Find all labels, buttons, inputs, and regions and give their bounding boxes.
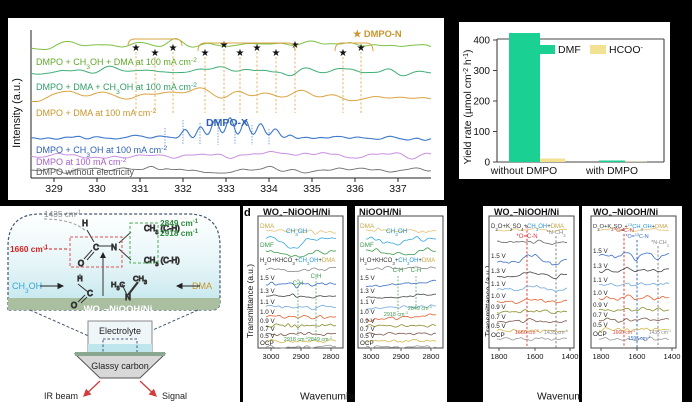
svg-text:1400: 1400	[562, 352, 579, 361]
svg-text:HCOO-: HCOO-	[609, 44, 644, 56]
svg-text:0.5 V: 0.5 V	[593, 322, 609, 329]
svg-text:1.5 V: 1.5 V	[360, 275, 376, 282]
svg-text:0.5 V: 0.5 V	[491, 323, 507, 330]
svg-text:1.0 V: 1.0 V	[260, 309, 276, 316]
svg-text:0.9 V: 0.9 V	[593, 302, 609, 309]
svg-text:331: 331	[131, 183, 149, 195]
svg-text:1.5 V: 1.5 V	[593, 248, 609, 255]
svg-text:0.7 V: 0.7 V	[260, 326, 276, 333]
svg-text:300: 300	[473, 66, 490, 77]
svg-text:OCP: OCP	[260, 340, 274, 347]
svg-text:1600: 1600	[629, 352, 646, 361]
svg-text:0.9 V: 0.9 V	[360, 318, 376, 325]
svg-text:OCP: OCP	[360, 340, 374, 347]
svg-text:100: 100	[473, 127, 490, 138]
svg-text:1800: 1800	[593, 352, 610, 361]
svg-text:C-H: C-H	[411, 268, 422, 274]
svg-text:329: 329	[45, 183, 63, 195]
svg-text:DMA: DMA	[360, 223, 375, 230]
svg-text:0: 0	[484, 158, 490, 169]
svg-text:0.9 V: 0.9 V	[491, 304, 507, 311]
svg-text:DMF: DMF	[360, 242, 374, 249]
svg-text:1.5 V: 1.5 V	[491, 253, 507, 260]
svg-text:332: 332	[174, 183, 192, 195]
svg-text:DMA: DMA	[260, 223, 275, 230]
svg-text:3000: 3000	[363, 352, 380, 361]
svg-text:without DMPO: without DMPO	[490, 166, 557, 177]
svg-text:DMF: DMF	[260, 242, 274, 249]
svg-text:330: 330	[88, 183, 106, 195]
svg-text:DMF: DMF	[558, 44, 581, 56]
svg-text:Electrolyte: Electrolyte	[99, 326, 141, 336]
svg-text:2800: 2800	[423, 352, 440, 361]
svg-text:1.3 V: 1.3 V	[260, 288, 276, 295]
svg-text:C: C	[93, 243, 99, 252]
svg-text:★ DMPO-N: ★ DMPO-N	[352, 29, 402, 39]
svg-text:1595 cm-1: 1595 cm-1	[628, 335, 650, 342]
svg-text:OCP: OCP	[491, 332, 505, 339]
svg-text:200: 200	[473, 97, 490, 108]
svg-text:DMPO without electricity: DMPO without electricity	[36, 167, 135, 177]
svg-text:1.1 V: 1.1 V	[491, 281, 507, 288]
svg-text:Intensity (a.u.): Intensity (a.u.)	[11, 78, 23, 148]
svg-text:334: 334	[260, 183, 278, 195]
svg-text:DMPO + DMA at 100 mA cm-2: DMPO + DMA at 100 mA cm-2	[36, 108, 157, 119]
svg-text:333: 333	[217, 183, 235, 195]
svg-text:WO2–NiOOH/Ni: WO2–NiOOH/Ni	[84, 304, 153, 318]
svg-text:1.5 V: 1.5 V	[260, 275, 276, 282]
svg-text:C-H: C-H	[393, 268, 404, 274]
svg-text:Glassy carbon: Glassy carbon	[91, 361, 149, 371]
svg-text:Transmittance (a.u.): Transmittance (a.u.)	[245, 264, 255, 338]
svg-text:337: 337	[389, 183, 407, 195]
svg-text:0.7 V: 0.7 V	[593, 312, 609, 319]
svg-text:3000: 3000	[263, 352, 280, 361]
svg-text:1600: 1600	[527, 352, 544, 361]
svg-text:IR beam: IR beam	[44, 391, 78, 401]
svg-text:2800: 2800	[323, 352, 340, 361]
svg-text:Signal: Signal	[162, 391, 187, 401]
svg-text:N: N	[111, 243, 117, 252]
svg-text:H: H	[82, 219, 88, 228]
svg-text:1.0 V: 1.0 V	[360, 309, 376, 316]
svg-text:O: O	[71, 301, 77, 310]
svg-text:1.3 V: 1.3 V	[491, 268, 507, 275]
svg-text:*O=C-N: *O=C-N	[516, 234, 537, 240]
svg-text:1.0 V: 1.0 V	[593, 290, 609, 297]
svg-text:335: 335	[303, 183, 321, 195]
svg-text:0.7 V: 0.7 V	[360, 326, 376, 333]
svg-text:1800: 1800	[491, 352, 508, 361]
svg-text:400: 400	[473, 36, 490, 47]
svg-text:0.5 V: 0.5 V	[260, 333, 276, 340]
svg-text:0.7 V: 0.7 V	[491, 314, 507, 321]
svg-text:0.5 V: 0.5 V	[360, 333, 376, 340]
svg-text:1435 cm-1: 1435 cm-1	[649, 329, 671, 336]
svg-text:1400: 1400	[664, 352, 681, 361]
svg-text:1.3 V: 1.3 V	[360, 288, 376, 295]
svg-text:OCP: OCP	[593, 331, 607, 338]
svg-text:0.9 V: 0.9 V	[260, 318, 276, 325]
svg-text:with DMPO: with DMPO	[585, 166, 638, 177]
svg-text:DMPO at 100 mA cm-2: DMPO at 100 mA cm-2	[36, 157, 127, 168]
svg-text:1.1 V: 1.1 V	[593, 277, 609, 284]
svg-text:1.1 V: 1.1 V	[260, 299, 276, 306]
svg-text:2900: 2900	[293, 352, 310, 361]
svg-text:2900: 2900	[393, 352, 410, 361]
svg-text:336: 336	[346, 183, 364, 195]
svg-text:1660 cm-1: 1660 cm-1	[613, 329, 635, 336]
svg-text:Yield rate (µmol cm-2 h-1): Yield rate (µmol cm-2 h-1)	[462, 50, 474, 165]
svg-text:1.1 V: 1.1 V	[360, 299, 376, 306]
svg-text:C: C	[87, 289, 93, 298]
svg-text:1.3 V: 1.3 V	[593, 263, 609, 270]
svg-text:1.0 V: 1.0 V	[491, 293, 507, 300]
svg-text:DMPO-X: DMPO-X	[206, 117, 248, 129]
